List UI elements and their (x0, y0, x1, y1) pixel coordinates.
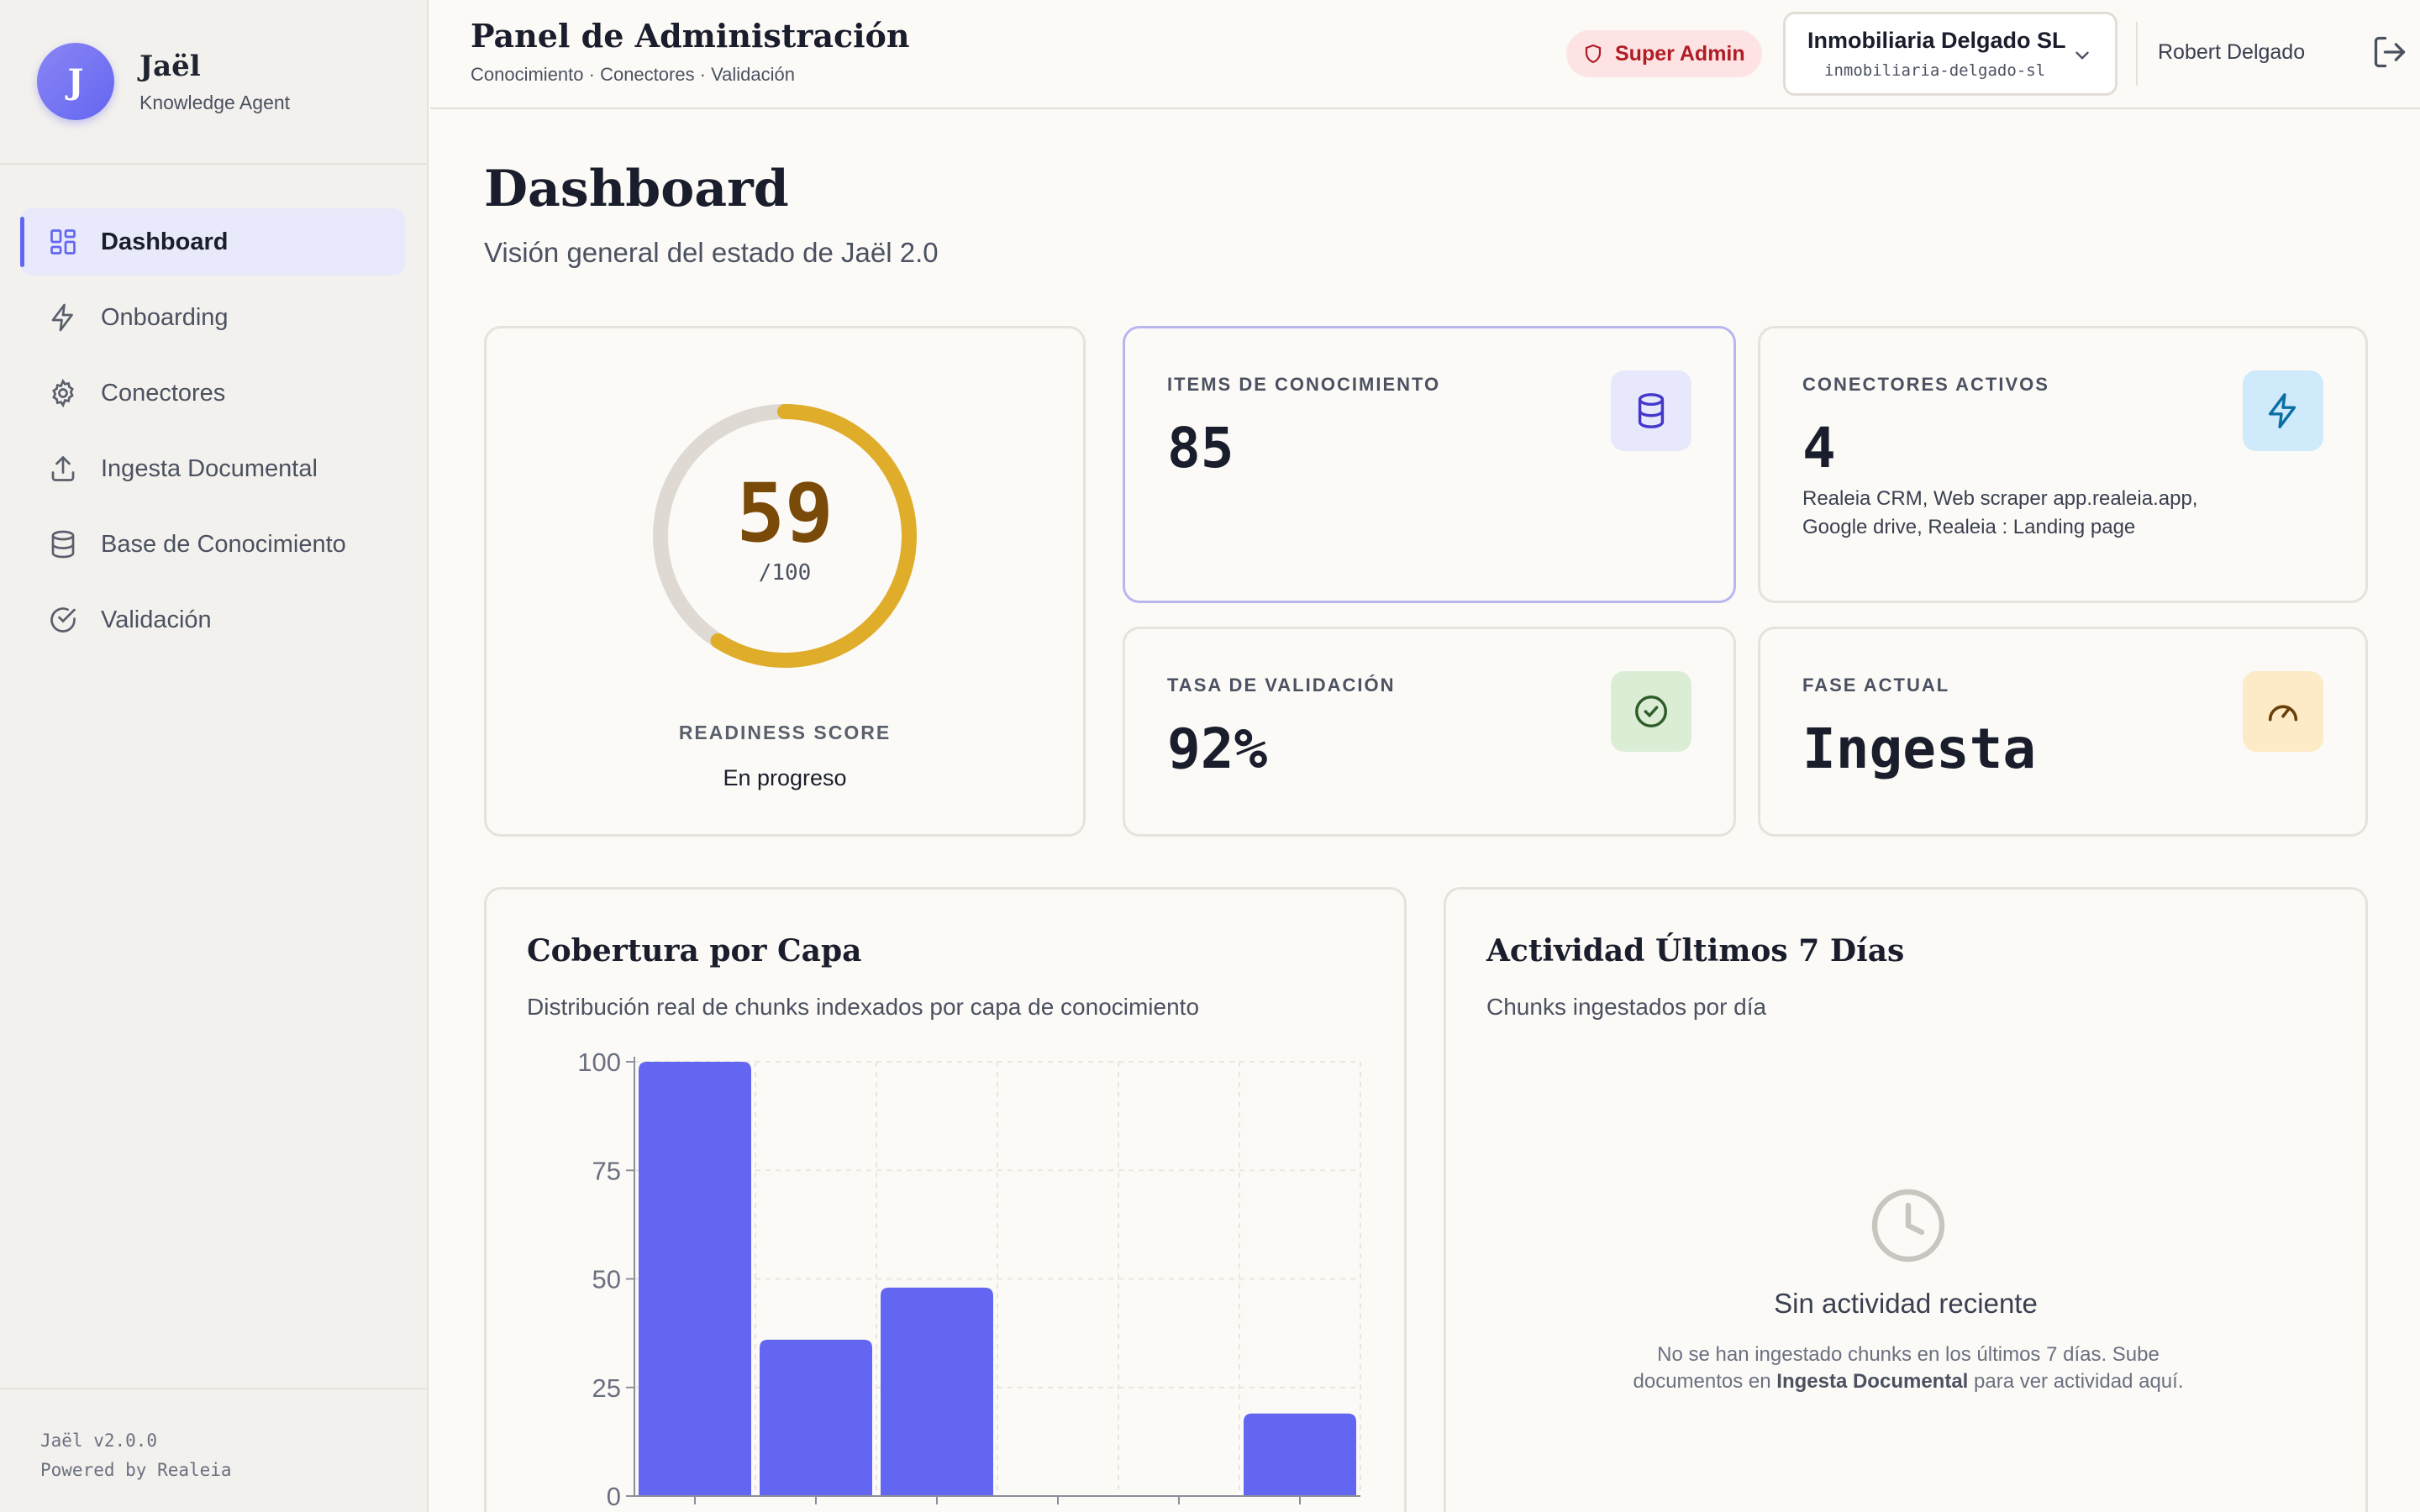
readiness-status: En progreso (723, 765, 847, 790)
organization-select[interactable]: Inmobiliaria Delgado SL inmobiliaria-del… (1783, 12, 2118, 96)
database-icon (1611, 370, 1691, 451)
sidebar-item-label: Onboarding (101, 303, 229, 331)
coverage-subtitle: Distribución real de chunks indexados po… (527, 994, 1200, 1020)
sidebar-item-dashboard[interactable]: Dashboard (20, 208, 405, 276)
logout-icon[interactable] (2371, 34, 2408, 71)
y-tick-label: 25 (592, 1373, 621, 1403)
readiness-max: /100 (758, 560, 812, 585)
stat-card-validation[interactable]: TASA DE VALIDACIÓN 92% (1123, 627, 1736, 837)
role-badge-label: Super Admin (1615, 41, 1745, 66)
stat-card-connectors[interactable]: CONECTORES ACTIVOS 4 Realeia CRM, Web sc… (1758, 326, 2368, 603)
sidebar-nav: Dashboard Onboarding Conectores Ingesta … (0, 165, 427, 654)
chevron-down-icon (2075, 51, 2089, 60)
powered-by-text: Powered by Realeia (40, 1460, 232, 1480)
org-name: Inmobiliaria Delgado SL (1807, 28, 2066, 53)
sidebar-item-label: Dashboard (101, 228, 229, 255)
stat-label: CONECTORES ACTIVOS (1802, 374, 2049, 395)
readiness-ring (653, 404, 917, 668)
user-name: Robert Delgado (2158, 40, 2306, 64)
sidebar-item-onboarding[interactable]: Onboarding (20, 284, 405, 351)
database-icon (47, 528, 79, 560)
y-tick-label: 50 (592, 1265, 621, 1294)
org-slug: inmobiliaria-delgado-sl (1824, 61, 2046, 80)
readiness-ring-progress (653, 404, 917, 668)
stat-value: Ingesta (1802, 717, 2037, 781)
empty-desc-text: No se han ingestado chunks en los último… (1633, 1343, 2160, 1393)
zap-icon (47, 302, 79, 333)
chart-bar (760, 1339, 872, 1496)
sidebar-item-conectores[interactable]: Conectores (20, 360, 405, 427)
top-header: Panel de Administración Conocimiento · C… (430, 0, 2420, 109)
page-subtitle: Visión general del estado de Jaël 2.0 (484, 237, 939, 268)
zap-icon (2243, 370, 2323, 451)
grid-icon (47, 226, 79, 258)
brand-subtitle: Knowledge Agent (139, 91, 291, 113)
y-tick-label: 75 (592, 1156, 621, 1185)
sidebar-item-label: Conectores (101, 379, 226, 407)
check-circle-icon (47, 604, 79, 636)
activity-subtitle: Chunks ingestados por día (1486, 994, 1767, 1020)
sidebar-item-validacion[interactable]: Validación (20, 586, 405, 654)
breadcrumb: Conocimiento · Conectores · Validación (471, 64, 795, 85)
activity-panel: Actividad Últimos 7 Días Chunks ingestad… (1444, 887, 2368, 1512)
stat-label: FASE ACTUAL (1802, 675, 1950, 696)
coverage-bar-chart: 0255075100IdentidadProductoHistóricoSist… (577, 1047, 1361, 1512)
coverage-panel: Cobertura por Capa Distribución real de … (484, 887, 1407, 1512)
stat-label: TASA DE VALIDACIÓN (1167, 675, 1396, 696)
chart-bar (881, 1287, 993, 1496)
upload-icon (47, 453, 79, 485)
role-badge: Super Admin (1566, 30, 1762, 77)
sidebar-item-label: Ingesta Documental (101, 454, 318, 482)
check-circle-icon (1611, 671, 1691, 752)
stat-value: 92% (1167, 717, 1268, 781)
sidebar: J Jaël Knowledge Agent Dashboard Onboard… (0, 0, 429, 1512)
brand-avatar: J (37, 43, 114, 120)
header-divider (2136, 22, 2138, 86)
chart-bar (639, 1062, 751, 1496)
header-title: Panel de Administración (471, 17, 910, 55)
empty-state-title: Sin actividad reciente (1774, 1288, 2038, 1319)
stat-value: 4 (1802, 416, 1836, 480)
stat-value: 85 (1167, 416, 1234, 480)
empty-state-description: No se han ingestado chunks en los último… (1631, 1341, 2186, 1395)
sidebar-footer: Jaël v2.0.0 Powered by Realeia (0, 1388, 427, 1512)
stat-label: ITEMS DE CONOCIMIENTO (1167, 374, 1441, 395)
readiness-label: READINESS SCORE (678, 722, 892, 743)
sidebar-item-base-conocimiento[interactable]: Base de Conocimiento (20, 511, 405, 578)
stat-card-items[interactable]: ITEMS DE CONOCIMIENTO 85 (1123, 326, 1736, 603)
gauge-icon (2243, 671, 2323, 752)
empty-desc-text: para ver actividad aquí. (1974, 1370, 2184, 1393)
sidebar-item-ingesta[interactable]: Ingesta Documental (20, 435, 405, 502)
page-title: Dashboard (484, 160, 789, 218)
ingesta-link[interactable]: Ingesta Documental (1776, 1370, 1969, 1393)
sidebar-item-label: Base de Conocimiento (101, 530, 346, 558)
stat-card-phase[interactable]: FASE ACTUAL Ingesta (1758, 627, 2368, 837)
y-tick-label: 100 (577, 1047, 621, 1077)
chart-bar (1244, 1413, 1356, 1496)
brand-name: Jaël (139, 49, 201, 83)
stat-description: Realeia CRM, Web scraper app.realeia.app… (1802, 487, 2198, 538)
activity-title: Actividad Últimos 7 Días (1486, 933, 1905, 969)
coverage-title: Cobertura por Capa (527, 933, 862, 969)
readiness-card: 59 /100 READINESS SCORE En progreso (484, 326, 1086, 837)
gear-icon (47, 377, 79, 409)
clock-icon (1871, 1189, 1945, 1263)
sidebar-item-label: Validación (101, 606, 212, 633)
y-tick-label: 0 (607, 1482, 621, 1511)
brand[interactable]: J Jaël Knowledge Agent (0, 0, 427, 165)
readiness-score: 59 (736, 466, 834, 560)
version-text: Jaël v2.0.0 (40, 1431, 158, 1451)
shield-icon (1585, 44, 1602, 64)
